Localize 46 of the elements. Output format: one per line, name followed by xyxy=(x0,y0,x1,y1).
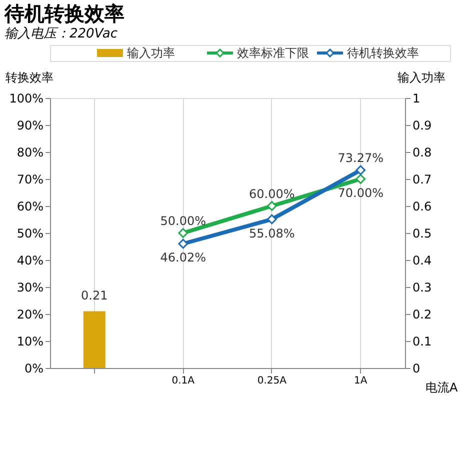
point xyxy=(266,214,277,224)
point xyxy=(178,238,188,249)
data-label: 0.21 xyxy=(81,288,108,302)
y-axis-title: 转换效率 xyxy=(6,70,54,84)
y2-tick-label: 0.6 xyxy=(412,200,432,214)
chart-title: 待机转换效率 xyxy=(4,2,124,26)
y-tick-label: 60% xyxy=(16,200,44,214)
y-tick-label: 30% xyxy=(16,280,44,294)
y-tick-label: 20% xyxy=(16,308,44,322)
legend-label: 待机转换效率 xyxy=(347,46,419,60)
y2-tick-label: 0.8 xyxy=(412,146,432,160)
point xyxy=(356,174,366,184)
y-tick-label: 50% xyxy=(16,226,44,240)
y-tick-label: 70% xyxy=(16,172,44,186)
y2-tick-label: 0.2 xyxy=(412,308,432,322)
x-tick-label: 0.1A xyxy=(172,376,195,386)
y2-tick-label: 1 xyxy=(412,92,420,106)
chart-subtitle: 输入电压：220Vac xyxy=(4,26,118,42)
x-tick-label: 1A xyxy=(354,376,368,386)
y2-tick-label: 0 xyxy=(412,362,420,376)
x-tick-label: 0.25A xyxy=(257,376,287,386)
data-label: 70.00% xyxy=(338,186,384,200)
y2-axis-title: 输入功率 xyxy=(398,70,446,84)
y-tick-label: 10% xyxy=(16,334,44,348)
x-axis-title: 电流A xyxy=(426,380,458,394)
y2-tick-label: 0.4 xyxy=(412,254,432,268)
data-label: 60.00% xyxy=(248,187,295,201)
data-label: 50.00% xyxy=(160,214,206,228)
point xyxy=(356,165,366,176)
y-tick-label: 80% xyxy=(16,146,44,160)
y2-tick-label: 0.3 xyxy=(412,280,432,294)
legend-label: 输入功率 xyxy=(127,46,175,60)
legend-label: 效率标准下限 xyxy=(237,46,309,60)
y2-tick-label: 0.7 xyxy=(412,172,432,186)
y-tick-label: 40% xyxy=(16,254,44,268)
y-tick-label: 90% xyxy=(16,118,44,132)
y2-tick-label: 0.1 xyxy=(412,334,432,348)
data-label: 73.27% xyxy=(338,151,384,166)
data-label: 55.08% xyxy=(248,226,295,240)
y2-tick-label: 0.5 xyxy=(412,226,432,240)
y2-tick-label: 0.9 xyxy=(412,118,432,132)
y-tick-label: 0% xyxy=(24,362,44,376)
point xyxy=(178,228,188,238)
y-tick-label: 100% xyxy=(9,92,44,106)
data-label: 46.02% xyxy=(160,250,206,265)
point xyxy=(266,201,277,211)
